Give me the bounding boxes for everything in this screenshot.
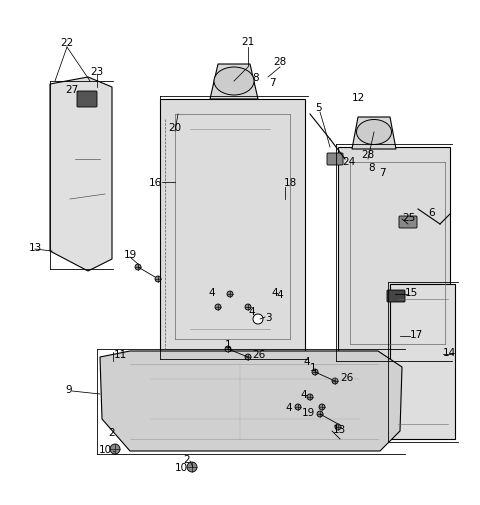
Circle shape — [245, 305, 251, 311]
Text: 14: 14 — [443, 347, 456, 358]
Polygon shape — [338, 147, 450, 359]
Text: 18: 18 — [284, 178, 297, 188]
Text: 20: 20 — [168, 123, 181, 133]
Circle shape — [135, 265, 141, 271]
Text: 17: 17 — [410, 329, 423, 339]
Circle shape — [319, 404, 325, 410]
Circle shape — [317, 411, 323, 417]
Ellipse shape — [357, 120, 392, 145]
FancyBboxPatch shape — [77, 92, 97, 108]
Text: 22: 22 — [60, 38, 73, 48]
Circle shape — [155, 276, 161, 282]
Text: 4: 4 — [249, 307, 255, 316]
Circle shape — [225, 346, 231, 352]
Polygon shape — [390, 284, 455, 439]
Text: 21: 21 — [241, 37, 254, 47]
Circle shape — [215, 305, 221, 311]
Text: 24: 24 — [342, 157, 355, 167]
Text: 1: 1 — [310, 362, 316, 372]
Text: 25: 25 — [402, 213, 415, 223]
Polygon shape — [160, 100, 305, 359]
Circle shape — [253, 315, 263, 324]
Circle shape — [332, 378, 338, 384]
Text: 16: 16 — [149, 178, 162, 188]
Text: 13: 13 — [333, 424, 346, 434]
Polygon shape — [210, 65, 258, 100]
Text: 5: 5 — [315, 103, 321, 113]
FancyBboxPatch shape — [327, 154, 343, 166]
Text: 19: 19 — [302, 407, 315, 417]
Text: 27: 27 — [65, 85, 78, 95]
Text: 4: 4 — [271, 287, 278, 297]
Text: 10: 10 — [175, 462, 188, 472]
Circle shape — [110, 444, 120, 454]
Circle shape — [187, 462, 197, 472]
Circle shape — [295, 404, 301, 410]
Circle shape — [335, 424, 341, 430]
Text: 28: 28 — [361, 149, 374, 160]
Circle shape — [312, 369, 318, 375]
Text: 11: 11 — [113, 349, 127, 359]
Text: 10: 10 — [99, 444, 112, 454]
Polygon shape — [352, 118, 396, 149]
Text: 3: 3 — [265, 313, 272, 322]
Text: 12: 12 — [351, 93, 365, 103]
FancyBboxPatch shape — [387, 290, 405, 302]
Text: 7: 7 — [269, 78, 276, 88]
Text: 4: 4 — [209, 287, 216, 297]
Text: 4: 4 — [286, 402, 292, 412]
Circle shape — [227, 291, 233, 297]
Polygon shape — [50, 78, 112, 272]
Text: 4: 4 — [303, 357, 310, 366]
Text: 2: 2 — [183, 454, 190, 464]
Ellipse shape — [214, 68, 254, 96]
Text: 26: 26 — [340, 372, 353, 382]
FancyBboxPatch shape — [399, 217, 417, 229]
Text: 7: 7 — [379, 168, 385, 178]
Text: 13: 13 — [28, 242, 42, 252]
Circle shape — [307, 394, 313, 400]
Text: 28: 28 — [274, 57, 287, 67]
Text: 9: 9 — [65, 384, 72, 394]
Text: 4: 4 — [300, 389, 307, 399]
Text: 6: 6 — [429, 208, 435, 218]
Text: 8: 8 — [252, 73, 259, 83]
Text: 19: 19 — [123, 249, 137, 260]
Text: 8: 8 — [369, 163, 375, 173]
Text: 23: 23 — [90, 67, 104, 77]
Text: 1: 1 — [225, 339, 231, 349]
Circle shape — [245, 355, 251, 360]
Text: 4: 4 — [276, 289, 283, 299]
Text: 2: 2 — [108, 427, 115, 437]
Text: 26: 26 — [252, 349, 265, 359]
Text: 15: 15 — [405, 287, 418, 297]
Polygon shape — [100, 351, 402, 451]
